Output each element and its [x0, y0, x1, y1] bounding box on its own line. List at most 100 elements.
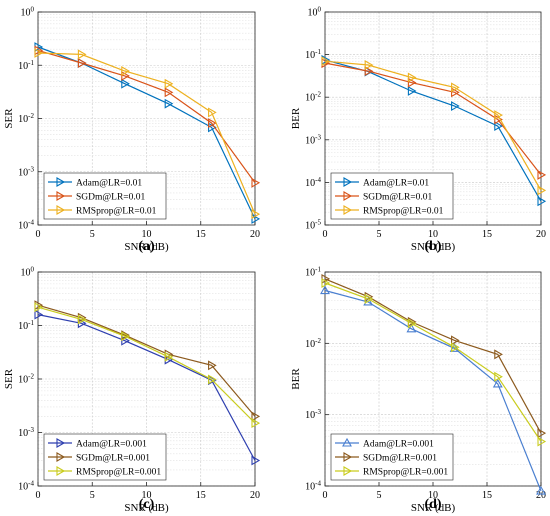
data-point-marker — [321, 56, 331, 67]
legend-label: SGDm@LR=0.01 — [76, 193, 146, 203]
data-point-marker — [77, 58, 87, 68]
legend-label: SGDm@LR=0.001 — [76, 454, 150, 464]
legend-marker — [56, 452, 66, 462]
legend-label: RMSprop@LR=0.001 — [363, 468, 448, 478]
x-axis-label: SNR (dB) — [124, 241, 169, 253]
data-point-marker — [363, 296, 374, 306]
data-point-marker — [121, 331, 130, 342]
y-tick-label: 10-4 — [18, 480, 34, 493]
legend-label: RMSprop@LR=0.01 — [76, 207, 157, 217]
legend-marker — [56, 466, 66, 476]
data-point-marker — [251, 209, 261, 220]
y-tick-label: 10-5 — [305, 219, 321, 232]
data-point-marker — [451, 87, 460, 98]
series-line-2 — [324, 278, 542, 434]
data-point-marker — [406, 323, 417, 333]
data-point-marker — [407, 72, 417, 83]
legend-marker — [343, 191, 353, 201]
series-line-3 — [37, 306, 256, 424]
x-tick-label: 15 — [196, 229, 206, 240]
panel-label: (c) — [139, 497, 155, 512]
x-tick-label: 15 — [482, 490, 492, 501]
data-point-marker — [494, 371, 503, 382]
data-point-marker — [407, 318, 417, 329]
data-point-marker — [451, 82, 460, 93]
y-axis-label: SER — [3, 108, 15, 129]
data-point-marker — [208, 107, 217, 118]
legend-marker — [56, 177, 66, 187]
x-tick-label: 0 — [323, 490, 328, 501]
panel-label: (a) — [138, 239, 155, 254]
x-tick-label: 10 — [428, 490, 438, 501]
x-tick-label: 15 — [196, 490, 206, 501]
panel-label: (d) — [424, 497, 441, 512]
data-point-marker — [451, 101, 460, 111]
data-point-marker — [164, 87, 174, 98]
data-point-marker — [251, 213, 261, 224]
y-tick-label: 10-3 — [305, 133, 321, 146]
y-tick-label: 10-4 — [305, 480, 321, 493]
series-line-2 — [37, 304, 256, 417]
y-tick-label: 10-3 — [18, 426, 34, 439]
data-point-marker — [164, 351, 174, 362]
data-point-marker — [208, 374, 217, 385]
y-tick-label: 10-3 — [18, 165, 34, 178]
data-point-marker — [407, 86, 417, 96]
y-tick-label: 100 — [308, 6, 322, 19]
legend-label: RMSprop@LR=0.01 — [363, 207, 444, 217]
x-tick-label: 5 — [377, 490, 382, 501]
data-point-marker — [494, 121, 503, 132]
x-axis-label: SNR (dB) — [124, 502, 169, 514]
data-point-marker — [34, 48, 44, 58]
chart-panel-3: 10-4 10-3 10-2 10-1 100 0 5 10 15 20 SNR (dB) SER Ad… — [3, 266, 261, 514]
y-tick-label: 10-2 — [305, 91, 321, 104]
data-point-marker — [251, 411, 261, 422]
data-point-marker — [77, 314, 87, 325]
y-tick-label: 10-2 — [305, 337, 321, 350]
data-point-marker — [34, 302, 44, 313]
x-tick-label: 5 — [90, 229, 95, 240]
data-point-marker — [208, 360, 217, 371]
data-point-marker — [251, 418, 261, 429]
y-tick-label: 100 — [21, 6, 35, 19]
data-point-marker — [77, 49, 87, 60]
data-point-marker — [164, 78, 174, 89]
y-axis-label: BER — [290, 368, 302, 390]
series-line-3 — [37, 52, 256, 215]
y-tick-label: 10-2 — [18, 373, 34, 386]
x-tick-label: 20 — [536, 229, 546, 240]
y-tick-label: 10-1 — [305, 266, 321, 279]
legend-marker — [343, 205, 353, 215]
x-axis-label: SNR (dB) — [411, 502, 456, 514]
data-point-marker — [164, 98, 174, 109]
legend-marker — [56, 438, 66, 448]
data-point-marker — [34, 309, 44, 320]
x-tick-label: 10 — [142, 229, 152, 240]
series-line-1 — [324, 289, 542, 492]
x-tick-label: 20 — [250, 490, 260, 501]
legend-label: SGDm@LR=0.01 — [363, 193, 433, 203]
legend-marker — [343, 177, 353, 187]
legend-label: RMSprop@LR=0.001 — [76, 468, 161, 478]
x-tick-label: 0 — [323, 229, 328, 240]
legend-marker — [343, 466, 353, 476]
y-tick-label: 10-1 — [18, 319, 34, 332]
y-axis-label: SER — [3, 368, 15, 389]
data-point-marker — [536, 485, 546, 495]
chart-panel-2: 10-5 10-4 10-3 10-2 10-1 100 0 5 10 15 20 SNR (dB) B… — [290, 6, 547, 254]
legend-marker — [343, 452, 353, 462]
data-point-marker — [321, 278, 331, 288]
x-tick-label: 20 — [536, 490, 546, 501]
x-tick-label: 15 — [482, 229, 492, 240]
series-line-3 — [324, 60, 542, 191]
data-point-marker — [537, 169, 547, 180]
data-point-marker — [451, 342, 460, 353]
data-point-marker — [407, 77, 417, 88]
data-point-marker — [251, 177, 261, 188]
chart-panel-1: 10-4 10-3 10-2 10-1 100 0 5 10 15 20 SNR (dB) SER Ad… — [3, 6, 261, 254]
data-point-marker — [537, 428, 547, 439]
legend-label: SGDm@LR=0.001 — [363, 454, 437, 464]
series-line-2 — [37, 49, 256, 184]
y-tick-label: 10-2 — [18, 112, 34, 125]
